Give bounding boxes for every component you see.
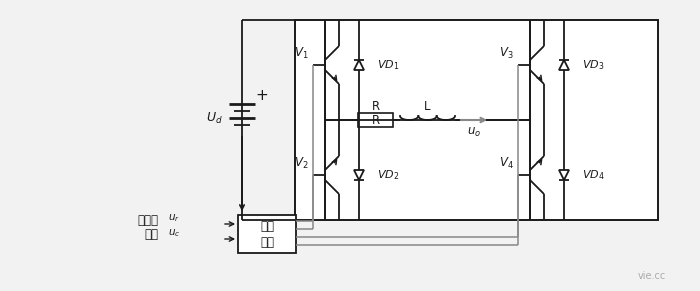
Text: $u_o$: $u_o$ (467, 125, 481, 139)
Bar (358, 113, 393, 127)
Text: $VD_1$: $VD_1$ (377, 58, 399, 72)
Text: $U_d$: $U_d$ (206, 111, 223, 125)
Text: $V_{2}$: $V_{2}$ (294, 155, 308, 171)
Text: $V_{3}$: $V_{3}$ (498, 45, 513, 61)
Text: 载波: 载波 (144, 228, 158, 242)
Bar (238, 215, 296, 253)
Text: R: R (372, 113, 379, 127)
Polygon shape (354, 60, 364, 70)
Polygon shape (354, 170, 364, 180)
Text: +: + (256, 88, 268, 104)
Text: $V_{4}$: $V_{4}$ (498, 155, 513, 171)
Text: $u_r$: $u_r$ (168, 212, 180, 224)
Text: 信号波: 信号波 (137, 214, 158, 226)
Text: 调制: 调制 (260, 219, 274, 233)
Text: R: R (372, 100, 379, 113)
Text: $VD_4$: $VD_4$ (582, 168, 604, 182)
Polygon shape (559, 170, 569, 180)
Text: $u_c$: $u_c$ (168, 227, 180, 239)
Polygon shape (559, 60, 569, 70)
Text: L: L (424, 100, 430, 113)
Text: $V_{1}$: $V_{1}$ (294, 45, 308, 61)
Bar (295, 20, 658, 220)
Text: $VD_3$: $VD_3$ (582, 58, 604, 72)
Text: 电路: 电路 (260, 235, 274, 249)
Text: $VD_2$: $VD_2$ (377, 168, 399, 182)
Text: vie.cc: vie.cc (638, 271, 666, 281)
